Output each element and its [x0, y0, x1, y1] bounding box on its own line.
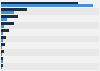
Bar: [1, 29, 99, 36]
Bar: [1, 63, 99, 70]
Bar: [1, 36, 99, 42]
Bar: [1, 15, 18, 18]
Bar: [1, 9, 27, 11]
Bar: [1, 11, 14, 14]
Bar: [1, 22, 99, 29]
Bar: [1, 46, 2, 49]
Bar: [1, 50, 4, 53]
Bar: [1, 39, 3, 42]
Bar: [1, 15, 99, 22]
Bar: [1, 8, 99, 15]
Bar: [1, 67, 2, 69]
Bar: [1, 25, 4, 28]
Bar: [1, 36, 6, 39]
Bar: [1, 57, 3, 60]
Bar: [1, 49, 99, 56]
Bar: [1, 1, 99, 8]
Bar: [1, 4, 93, 7]
Bar: [1, 29, 9, 32]
Bar: [1, 43, 5, 46]
Bar: [1, 53, 2, 56]
Bar: [1, 42, 99, 49]
Bar: [1, 64, 3, 67]
Bar: [1, 60, 3, 62]
Bar: [1, 18, 7, 21]
Bar: [1, 56, 99, 63]
Bar: [1, 22, 14, 25]
Bar: [1, 32, 3, 35]
Bar: [1, 2, 78, 4]
